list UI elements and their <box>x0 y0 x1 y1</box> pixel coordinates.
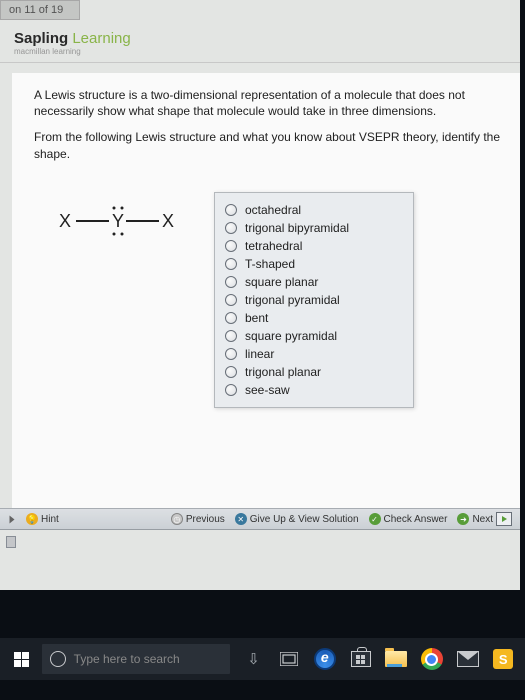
clock-icon: ◷ <box>171 513 183 525</box>
radio-icon <box>225 312 237 324</box>
edge-icon <box>314 648 336 670</box>
action-bar: 💡 Hint ◷ Previous ✕ Give Up & View Solut… <box>0 508 520 530</box>
store-icon <box>351 651 371 667</box>
option-trigonal-pyramidal[interactable]: trigonal pyramidal <box>225 291 403 309</box>
brand-first: Sapling <box>14 30 68 47</box>
folder-icon <box>385 651 407 667</box>
radio-icon <box>225 330 237 342</box>
bulb-icon: 💡 <box>26 513 38 525</box>
hint-label: Hint <box>41 514 59 525</box>
give-up-button[interactable]: ✕ Give Up & View Solution <box>235 513 359 525</box>
edge-browser-button[interactable] <box>309 643 341 675</box>
app-window: on 11 of 19 Sapling Learning macmillan l… <box>0 0 520 590</box>
option-square-planar[interactable]: square planar <box>225 273 403 291</box>
radio-icon <box>225 294 237 306</box>
option-linear[interactable]: linear <box>225 345 403 363</box>
radio-icon <box>225 258 237 270</box>
option-trigonal-planar[interactable]: trigonal planar <box>225 363 403 381</box>
start-button[interactable] <box>6 643 38 675</box>
radio-icon <box>225 276 237 288</box>
radio-icon <box>225 204 237 216</box>
file-explorer-button[interactable] <box>380 643 412 675</box>
brand-second: Learning <box>72 30 130 47</box>
scroll-nub[interactable] <box>6 536 16 548</box>
svg-text:Y: Y <box>112 211 124 231</box>
header: Sapling Learning macmillan learning <box>0 20 520 63</box>
radio-icon <box>225 240 237 252</box>
svg-text:X: X <box>162 211 174 231</box>
radio-icon <box>225 348 237 360</box>
search-placeholder: Type here to search <box>74 652 180 666</box>
question-text-2: From the following Lewis structure and w… <box>34 129 504 161</box>
arrow-right-icon: ➜ <box>457 513 469 525</box>
brand-tag: macmillan learning <box>14 47 506 56</box>
option-t-shaped[interactable]: T-shaped <box>225 255 403 273</box>
taskbar-search[interactable]: Type here to search <box>42 644 230 674</box>
option-label: see-saw <box>245 383 290 397</box>
option-see-saw[interactable]: see-saw <box>225 381 403 399</box>
previous-label: Previous <box>186 514 225 525</box>
question-panel: A Lewis structure is a two-dimensional r… <box>12 73 520 513</box>
next-label: Next <box>472 514 493 525</box>
option-label: tetrahedral <box>245 239 302 253</box>
option-tetrahedral[interactable]: tetrahedral <box>225 237 403 255</box>
option-label: octahedral <box>245 203 301 217</box>
option-label: linear <box>245 347 274 361</box>
x-icon: ✕ <box>235 513 247 525</box>
option-label: T-shaped <box>245 257 295 271</box>
windows-logo-icon <box>14 652 29 667</box>
windows-taskbar: Type here to search ⇩ S <box>0 638 525 680</box>
mail-icon <box>457 651 479 667</box>
chrome-button[interactable] <box>416 643 448 675</box>
chrome-icon <box>421 648 443 670</box>
next-box-icon <box>496 512 512 526</box>
next-button[interactable]: ➜ Next <box>457 512 512 526</box>
radio-icon <box>225 222 237 234</box>
check-answer-button[interactable]: ✓ Check Answer <box>369 513 448 525</box>
option-trigonal-bipyramidal[interactable]: trigonal bipyramidal <box>225 219 403 237</box>
option-bent[interactable]: bent <box>225 309 403 327</box>
check-answer-label: Check Answer <box>384 514 448 525</box>
task-view-button[interactable] <box>273 643 305 675</box>
lewis-structure: X Y X <box>34 192 184 242</box>
radio-icon <box>225 384 237 396</box>
option-label: bent <box>245 311 268 325</box>
hint-button[interactable]: 💡 Hint <box>26 513 59 525</box>
cortana-icon <box>50 651 66 667</box>
option-label: trigonal pyramidal <box>245 293 340 307</box>
previous-button[interactable]: ◷ Previous <box>171 513 225 525</box>
mail-button[interactable] <box>452 643 484 675</box>
pin-icon[interactable]: ⇩ <box>238 643 270 675</box>
s-app-icon: S <box>493 649 513 669</box>
option-octahedral[interactable]: octahedral <box>225 201 403 219</box>
option-label: trigonal bipyramidal <box>245 221 349 235</box>
radio-icon <box>225 366 237 378</box>
give-up-label: Give Up & View Solution <box>250 514 359 525</box>
hint-arrow-icon <box>10 515 15 523</box>
option-square-pyramidal[interactable]: square pyramidal <box>225 327 403 345</box>
question-text-1: A Lewis structure is a two-dimensional r… <box>34 87 504 119</box>
brand-logo: Sapling Learning <box>14 30 506 47</box>
option-label: square planar <box>245 275 318 289</box>
app-s-button[interactable]: S <box>487 643 519 675</box>
option-label: square pyramidal <box>245 329 337 343</box>
store-button[interactable] <box>345 643 377 675</box>
progress-tab: on 11 of 19 <box>0 0 80 20</box>
check-icon: ✓ <box>369 513 381 525</box>
option-label: trigonal planar <box>245 365 321 379</box>
svg-text:X: X <box>59 211 71 231</box>
options-box: octahedral trigonal bipyramidal tetrahed… <box>214 192 414 408</box>
